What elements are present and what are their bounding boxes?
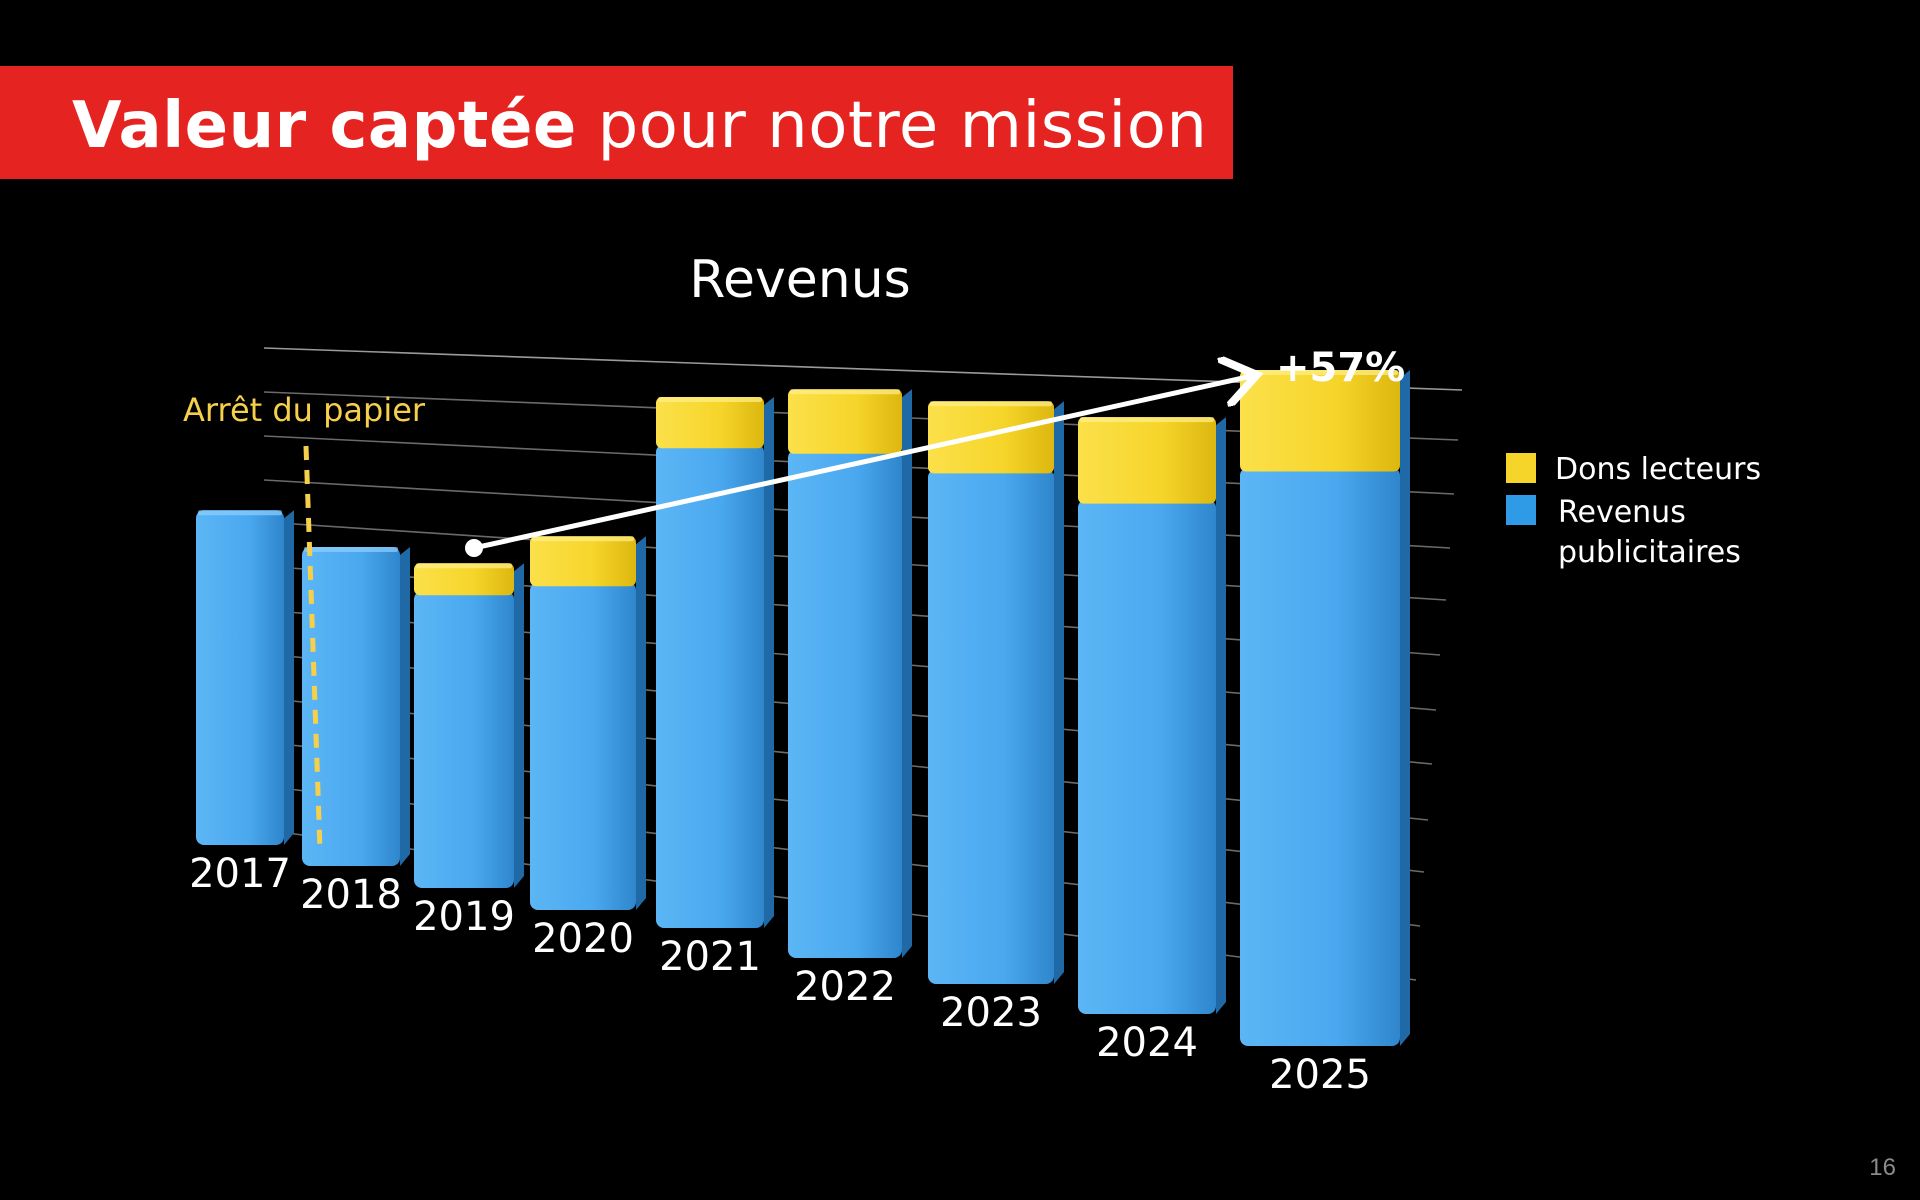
slide-title-bold: Valeur captée [72, 89, 577, 163]
bar-ads-2024 [1078, 499, 1216, 1014]
bar-ads-2017 [196, 510, 284, 845]
page-number: 16 [1869, 1154, 1896, 1181]
legend-label-ads-line2: publicitaires [1558, 535, 1741, 570]
x-tick-label-2022: 2022 [794, 964, 896, 1010]
growth-arrow-annotation: +57% [465, 345, 1405, 557]
bar-top-2023 [930, 401, 1052, 407]
bar-top-2017 [198, 510, 282, 516]
bar-top-2018 [304, 547, 398, 552]
x-tick-label-2021: 2021 [659, 934, 761, 980]
legend-swatch-donations [1506, 453, 1536, 483]
legend-label-donations: Dons lecteurs [1555, 452, 1761, 487]
bar-top-2020 [532, 536, 634, 542]
paper-stop-line [303, 445, 323, 851]
growth-arrow [473, 376, 1252, 551]
bar-ads-2022 [788, 449, 902, 958]
bar-donations-2019 [414, 563, 514, 596]
bar-donations-2025 [1240, 370, 1400, 472]
legend-label-ads: Revenus publicitaires [1558, 495, 1741, 570]
bar-donations-2023 [928, 401, 1054, 474]
bar-donations-2021 [656, 397, 764, 449]
bar-side-2022 [902, 389, 912, 958]
chart-legend: Dons lecteurs Revenus publicitaires [1506, 452, 1761, 570]
slide-title: Valeur captée pour notre mission [72, 86, 1207, 166]
bar-ads-2020 [530, 582, 636, 910]
x-tick-label-2024: 2024 [1096, 1020, 1198, 1066]
bar-ads-2023 [928, 469, 1054, 984]
bar-ads-2019 [414, 591, 514, 888]
bar-top-2024 [1080, 417, 1214, 423]
bar-group-2017 [196, 510, 294, 845]
chart-bars [196, 370, 1410, 1046]
x-tick-label-2019: 2019 [413, 894, 515, 940]
bar-donations-2024 [1078, 417, 1216, 504]
paper-stop-label: Arrêt du papier [183, 391, 426, 429]
bar-ads-2018 [302, 547, 400, 866]
bar-ads-2025 [1240, 467, 1400, 1046]
bar-side-2018 [400, 547, 410, 866]
bar-group-2023 [928, 401, 1064, 984]
legend-label-ads-line1: Revenus [1558, 495, 1686, 530]
bar-top-2022 [790, 389, 900, 395]
bar-group-2020 [530, 536, 646, 910]
chart-x-tick-labels: 2017 2018 2019 2020 2021 2022 2023 2024 2025 [189, 851, 1371, 1098]
paper-stop-annotation: Arrêt du papier [183, 391, 426, 851]
x-tick-label-2025: 2025 [1269, 1052, 1371, 1098]
bar-side-2017 [284, 510, 294, 845]
bar-group-2022 [788, 389, 912, 958]
x-tick-label-2020: 2020 [532, 916, 634, 962]
bar-group-2021 [656, 397, 774, 928]
bar-side-2025 [1400, 370, 1410, 1046]
legend-swatch-ads [1506, 495, 1536, 525]
growth-arrow-label: +57% [1276, 345, 1405, 391]
bar-group-2019 [414, 563, 524, 888]
bar-ads-2021 [656, 444, 764, 928]
bar-donations-2020 [530, 536, 636, 587]
bar-top-2021 [658, 397, 762, 402]
bar-donations-2022 [788, 389, 902, 454]
bar-group-2024 [1078, 417, 1226, 1015]
bar-side-2021 [764, 397, 774, 928]
chart-title: Revenus [689, 250, 911, 310]
x-tick-label-2023: 2023 [940, 990, 1042, 1036]
slide-title-rest: pour notre mission [576, 89, 1208, 163]
bar-side-2024 [1216, 417, 1226, 1015]
title-banner [0, 66, 1233, 179]
x-tick-label-2017: 2017 [189, 851, 291, 897]
bar-side-2020 [636, 536, 646, 910]
bar-top-2025 [1242, 370, 1398, 375]
bar-side-2023 [1054, 401, 1064, 984]
x-tick-label-2018: 2018 [300, 872, 402, 918]
bar-side-2019 [514, 563, 524, 888]
bar-group-2018 [302, 547, 410, 866]
bar-top-2019 [416, 563, 512, 569]
bar-group-2025 [1240, 370, 1410, 1046]
